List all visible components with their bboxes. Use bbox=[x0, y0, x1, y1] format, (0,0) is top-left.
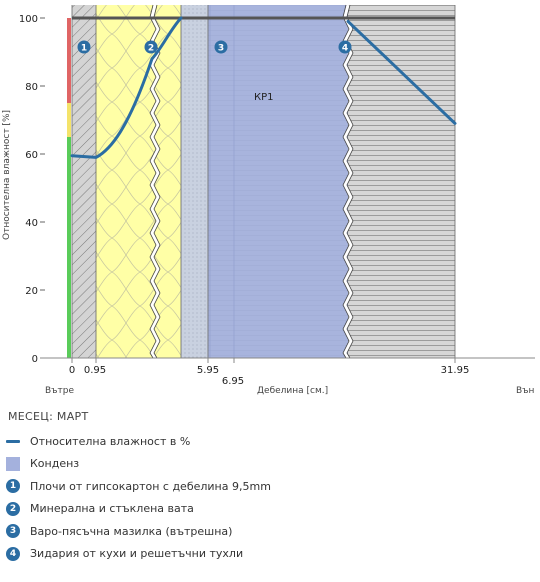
layer-3-plaster bbox=[181, 5, 208, 358]
legend-label: Минерална и стъклена вата bbox=[30, 502, 194, 516]
legend-label: Зидария от кухи и решетъчни тухли bbox=[30, 547, 244, 561]
square-swatch-icon bbox=[6, 456, 20, 471]
x-tick-label: 6.95 bbox=[222, 376, 244, 387]
x-tick-label: 31.95 bbox=[441, 365, 470, 376]
legend-item-condensation: Конденз bbox=[6, 453, 271, 476]
x-tick-label: 0.95 bbox=[84, 365, 106, 376]
y-tick-label: 60 bbox=[25, 150, 38, 161]
scale-bar-green bbox=[67, 137, 71, 358]
x-tick-label: 5.95 bbox=[197, 365, 219, 376]
layer-1-gypsum bbox=[72, 5, 96, 358]
scale-bar-yellow bbox=[67, 103, 71, 137]
number-badge-icon: 1 bbox=[6, 479, 20, 494]
legend-item-layer-4: 4 Зидария от кухи и решетъчни тухли bbox=[6, 543, 271, 566]
y-tick-labels: 0 20 40 60 80 100 bbox=[19, 14, 38, 365]
legend-label: Конденз bbox=[30, 457, 80, 471]
legend-label: Плочи от гипсокартон с дебелина 9,5mm bbox=[30, 479, 271, 493]
x-tick-label: 0 bbox=[69, 365, 75, 376]
month-label: МЕСЕЦ: МАРТ bbox=[8, 410, 89, 423]
legend-label: Варо-пясъчна мазилка (вътрешна) bbox=[30, 524, 233, 538]
svg-text:4: 4 bbox=[342, 44, 348, 54]
chart: Относителна влажност [%] 0 20 40 60 80 1… bbox=[2, 4, 535, 396]
number-badge-icon: 2 bbox=[6, 501, 20, 516]
line-swatch-icon bbox=[6, 434, 20, 448]
y-tick-label: 0 bbox=[32, 354, 38, 365]
condensation-label: КР1 bbox=[254, 92, 274, 103]
layer-2-mineral-wool bbox=[96, 5, 181, 358]
legend-label: Относителна влажност в % bbox=[30, 434, 191, 448]
outside-label: Вън bbox=[516, 386, 535, 396]
number-badge-icon: 3 bbox=[6, 524, 20, 539]
layer-badge-2: 2 bbox=[144, 40, 158, 54]
y-tick-label: 40 bbox=[25, 218, 38, 229]
inside-label: Вътре bbox=[45, 386, 74, 396]
condensation-zone bbox=[208, 5, 348, 358]
number-badge-icon: 4 bbox=[6, 546, 20, 561]
legend: Относителна влажност в % Конденз 1 Плочи… bbox=[6, 430, 271, 565]
legend-item-layer-1: 1 Плочи от гипсокартон с дебелина 9,5mm bbox=[6, 475, 271, 498]
layer-badge-4: 4 bbox=[338, 40, 352, 54]
x-axis-title: Дебелина [см.] bbox=[257, 386, 328, 396]
svg-text:1: 1 bbox=[81, 44, 87, 54]
y-tick-label: 20 bbox=[25, 286, 38, 297]
humidity-line bbox=[70, 16, 457, 159]
y-tick-label: 100 bbox=[19, 14, 38, 25]
svg-text:3: 3 bbox=[218, 44, 224, 54]
y-tick-label: 80 bbox=[25, 82, 38, 93]
svg-text:2: 2 bbox=[148, 44, 154, 54]
legend-item-humidity: Относителна влажност в % bbox=[6, 430, 271, 453]
legend-item-layer-3: 3 Варо-пясъчна мазилка (вътрешна) bbox=[6, 520, 271, 543]
y-axis-title: Относителна влажност [%] bbox=[2, 110, 12, 240]
legend-item-layer-2: 2 Минерална и стъклена вата bbox=[6, 498, 271, 521]
layer-badge-1: 1 bbox=[77, 40, 91, 54]
scale-bar-red bbox=[67, 18, 71, 103]
layer-badge-3: 3 bbox=[214, 40, 228, 54]
